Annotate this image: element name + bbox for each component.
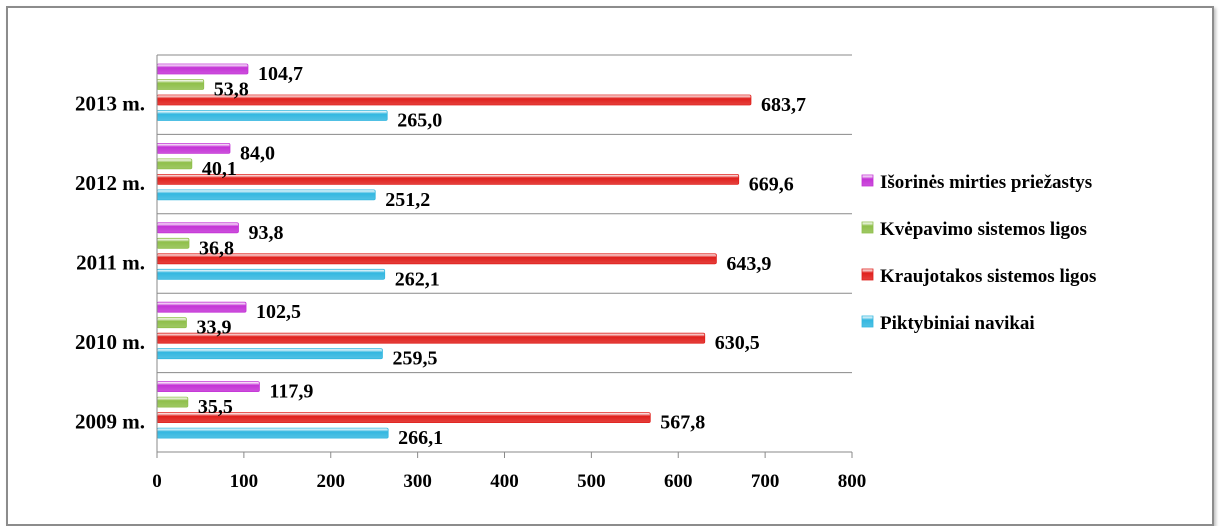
data-label: 53,8 [214,79,249,101]
bar-kraujotakos-sistemos-ligos [156,253,717,265]
category-label: 2012 m. [75,171,145,195]
data-label: 251,2 [385,189,430,211]
data-label: 630,5 [715,332,760,354]
bar-isorines-mirties-priezastys [156,222,239,234]
data-label: 669,6 [749,173,794,195]
legend: Išorinės mirties priežastys Kvėpavimo sis… [861,172,1096,334]
axes: 0 100 200 300 400 500 600 700 800 2009 m. 2010 m. 2… [75,55,866,492]
data-label: 104,7 [258,63,303,85]
x-tick-label: 100 [230,471,259,492]
x-tick-label: 0 [152,471,162,492]
data-label: 40,1 [202,158,237,180]
bar-kvepavimo-sistemos-ligos [156,158,193,170]
bar-piktybiniai-navikai [156,268,386,280]
data-label: 567,8 [660,412,705,434]
bar-piktybiniai-navikai [156,348,383,360]
bar-isorines-mirties-priezastys [156,381,260,393]
data-label: 262,1 [395,268,440,290]
bar-piktybiniai-navikai [156,189,376,201]
x-tick-label: 200 [317,471,346,492]
data-labels: 266,1 567,8 35,5 117,9 259,5 630,5 33,9 102,5 26… [196,63,806,449]
bar-isorines-mirties-priezastys [156,301,247,313]
bars [156,63,752,439]
bar-kvepavimo-sistemos-ligos [156,237,190,249]
legend-label: Išorinės mirties priežastys [880,172,1092,193]
data-label: 102,5 [256,301,301,323]
bar-kvepavimo-sistemos-ligos [156,396,189,408]
x-tick-label: 700 [751,471,780,492]
data-label: 35,5 [198,396,233,418]
bar-kvepavimo-sistemos-ligos [156,79,205,90]
data-label: 93,8 [248,222,283,244]
bar-kraujotakos-sistemos-ligos [156,332,706,344]
legend-label: Kraujotakos sistemos ligos [880,266,1096,287]
x-tick-label: 500 [577,471,606,492]
data-label: 36,8 [199,237,234,259]
legend-swatch-piktybiniai-navikai [861,315,874,328]
legend-swatch-kraujotakos-sistemos-ligos [861,268,874,281]
x-tick-label: 400 [490,471,519,492]
bar-piktybiniai-navikai [156,110,388,121]
bar-isorines-mirties-priezastys [156,142,231,154]
data-label: 84,0 [240,142,275,164]
category-label: 2013 m. [75,92,145,116]
category-label: 2009 m. [75,409,145,433]
bar-isorines-mirties-priezastys [156,63,249,75]
legend-label: Kvėpavimo sistemos ligos [880,219,1087,240]
data-label: 259,5 [392,348,437,370]
data-label: 266,1 [398,427,443,449]
data-label: 683,7 [761,94,806,116]
category-label: 2011 m. [76,251,145,275]
data-label: 117,9 [269,381,313,403]
bar-kraujotakos-sistemos-ligos [156,173,740,185]
legend-label: Piktybiniai navikai [880,313,1035,334]
legend-swatch-isorines-mirties-priezastys [861,174,874,187]
chart-frame [6,6,1214,526]
bar-piktybiniai-navikai [156,427,389,439]
bar-kvepavimo-sistemos-ligos [156,317,187,329]
category-label: 2010 m. [75,330,145,354]
x-tick-label: 800 [838,471,867,492]
data-label: 33,9 [196,317,231,339]
x-tick-label: 600 [664,471,693,492]
bar-chart: 0 100 200 300 400 500 600 700 800 2009 m. 2010 m. 2… [75,54,1096,492]
data-label: 265,0 [397,110,442,132]
legend-swatch-kvepavimo-sistemos-ligos [861,221,874,234]
x-tick-label: 300 [403,471,432,492]
data-label: 643,9 [726,253,771,275]
